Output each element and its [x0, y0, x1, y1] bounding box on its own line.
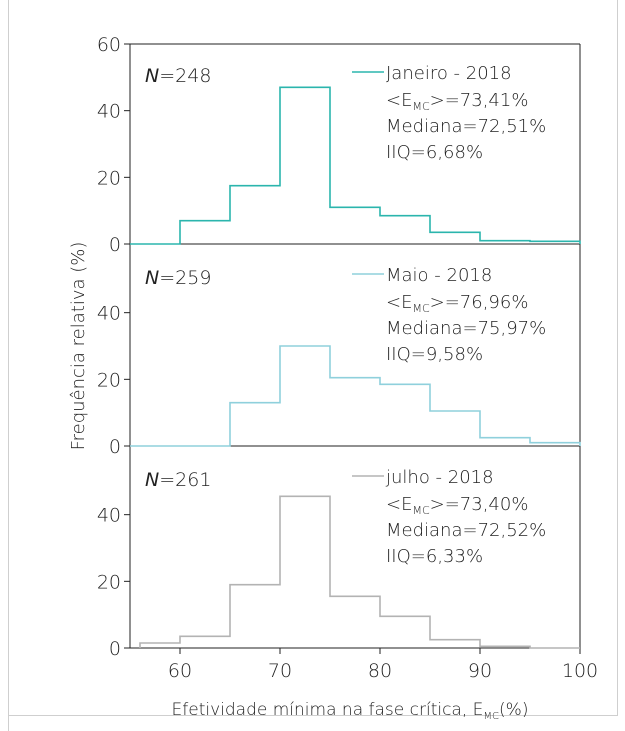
x-tick-label: 60 — [168, 660, 192, 682]
y-axis-label: Frequência relativa (%) — [68, 242, 89, 451]
y-tick-label: 0 — [109, 234, 121, 256]
median-stat: Mediana=72,51% — [386, 116, 546, 137]
x-tick-label: 80 — [368, 660, 392, 682]
axes-layer — [124, 43, 581, 654]
iqr-stat: IIQ=9,58% — [386, 344, 483, 365]
y-tick-label: 40 — [97, 505, 121, 527]
figure-frame — [8, 0, 618, 716]
median-stat: Mediana=75,97% — [386, 318, 546, 339]
histogram-series-1 — [130, 345, 581, 447]
series-layer — [130, 71, 581, 649]
mean-stat: <EMC>=73,41% — [386, 90, 528, 113]
y-tick-label: 20 — [97, 167, 121, 189]
y-tick-label: 60 — [97, 34, 121, 56]
x-tick-label: 100 — [562, 660, 598, 682]
median-stat: Mediana=72,52% — [386, 520, 546, 541]
histogram-series-2 — [139, 495, 580, 649]
legend-label: Janeiro - 2018 — [386, 63, 512, 84]
y-tick-label: 20 — [97, 369, 121, 391]
mean-stat: <EMC>=73,40% — [386, 494, 528, 517]
legend-label: Maio - 2018 — [386, 265, 492, 286]
iqr-stat: IIQ=6,33% — [386, 546, 483, 567]
y-tick-label: 40 — [97, 303, 121, 325]
y-tick-label: 40 — [97, 101, 121, 123]
x-tick-label: 70 — [268, 660, 292, 682]
text-layer: 0 20 40 60 N=248 Janeiro - 2018 <EMC>=73,41% Me… — [68, 34, 598, 722]
mean-stat: <EMC>=76,96% — [386, 292, 528, 315]
n-label: N=261 — [145, 469, 211, 491]
y-tick-label: 0 — [109, 436, 121, 458]
x-tick-label: 90 — [468, 660, 492, 682]
n-label: N=248 — [145, 65, 211, 87]
figure-frame-left — [8, 0, 9, 731]
n-label: N=259 — [145, 267, 211, 289]
x-axis-label: Efetividade mínima na fase crítica, EMC(… — [172, 700, 529, 722]
y-tick-label: 0 — [109, 638, 121, 660]
y-tick-label: 20 — [97, 571, 121, 593]
legend-label: julho - 2018 — [385, 467, 494, 488]
histogram-series-0 — [130, 86, 581, 245]
iqr-stat: IIQ=6,68% — [386, 142, 483, 163]
